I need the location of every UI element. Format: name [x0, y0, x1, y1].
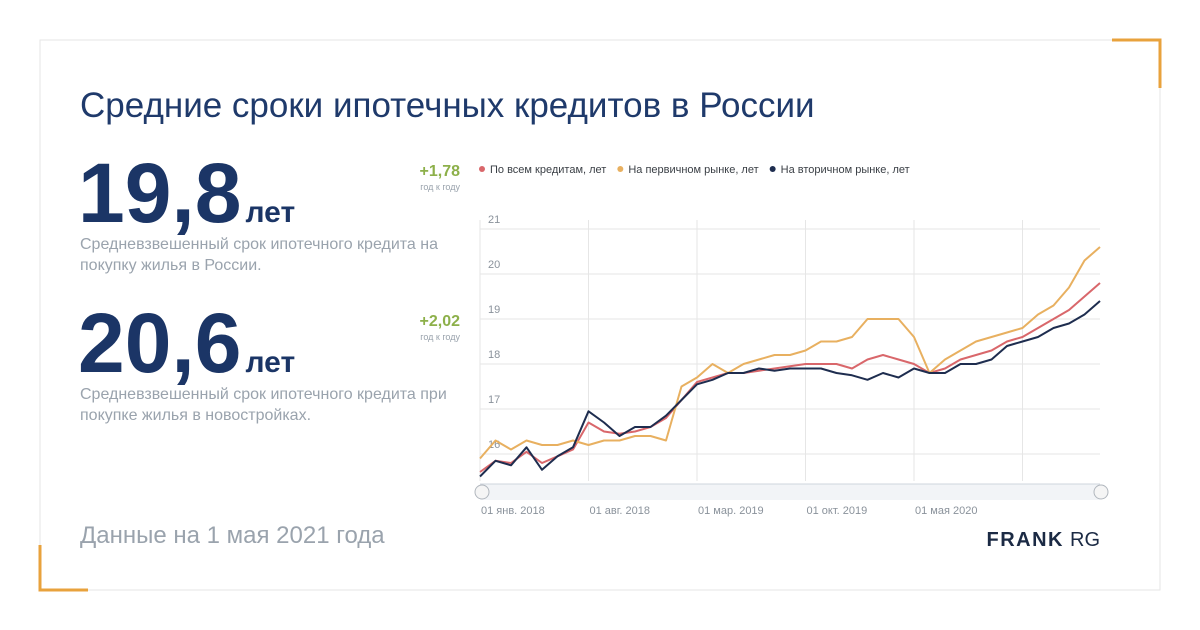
- x-tick-label: 01 окт. 2019: [807, 505, 868, 517]
- y-tick-label: 20: [488, 259, 500, 271]
- legend-marker: [617, 166, 624, 172]
- logo: FRANK RG: [987, 529, 1101, 551]
- x-tick-label: 01 авг. 2018: [590, 505, 651, 517]
- x-tick-label: 01 мая 2020: [915, 505, 977, 517]
- stat-unit: лет: [246, 346, 296, 379]
- stat-value: 19,8: [78, 146, 242, 240]
- stat-description: Средневзвешенный срок ипотечного кредита…: [80, 236, 438, 253]
- stat-description: Средневзвешенный срок ипотечного кредита…: [80, 386, 447, 403]
- stat-description: покупку жилья в России.: [80, 257, 262, 274]
- corner-bracket: [1112, 38, 1162, 88]
- y-tick-label: 17: [488, 394, 500, 406]
- stat-description: покупке жилья в новостройках.: [80, 407, 311, 424]
- legend-marker: [479, 166, 485, 172]
- stat-change-note: год к году: [420, 332, 460, 342]
- series-line: [479, 246, 1101, 460]
- legend-label: На вторичном рынке, лет: [781, 164, 910, 176]
- corner-bracket: [38, 545, 88, 592]
- legend-label: На первичном рынке, лет: [628, 164, 758, 176]
- navigator-handle[interactable]: [474, 484, 490, 500]
- series-line: [479, 300, 1101, 478]
- x-tick-label: 01 мар. 2019: [698, 505, 764, 517]
- navigator: [480, 484, 1100, 500]
- logo-light: RG: [1070, 529, 1100, 551]
- stat-change-note: год к году: [420, 182, 460, 192]
- stat-change: +2,02: [420, 313, 461, 330]
- y-tick-label: 18: [488, 349, 500, 361]
- footer: Данные на 1 мая 2021 года: [80, 522, 385, 549]
- stat-unit: лет: [246, 196, 296, 229]
- y-tick-label: 21: [488, 214, 500, 226]
- stat-change: +1,78: [420, 163, 461, 180]
- legend-marker: [769, 166, 776, 172]
- title: Средние сроки ипотечных кредитов в Росси…: [80, 86, 815, 125]
- navigator-handle[interactable]: [1093, 484, 1109, 500]
- series-line: [479, 282, 1101, 473]
- legend-label: По всем кредитам, лет: [490, 164, 606, 176]
- stat-value: 20,6: [78, 296, 242, 390]
- y-tick-label: 19: [488, 304, 500, 316]
- logo-bold: FRANK: [987, 529, 1065, 551]
- x-tick-label: 01 янв. 2018: [481, 505, 545, 517]
